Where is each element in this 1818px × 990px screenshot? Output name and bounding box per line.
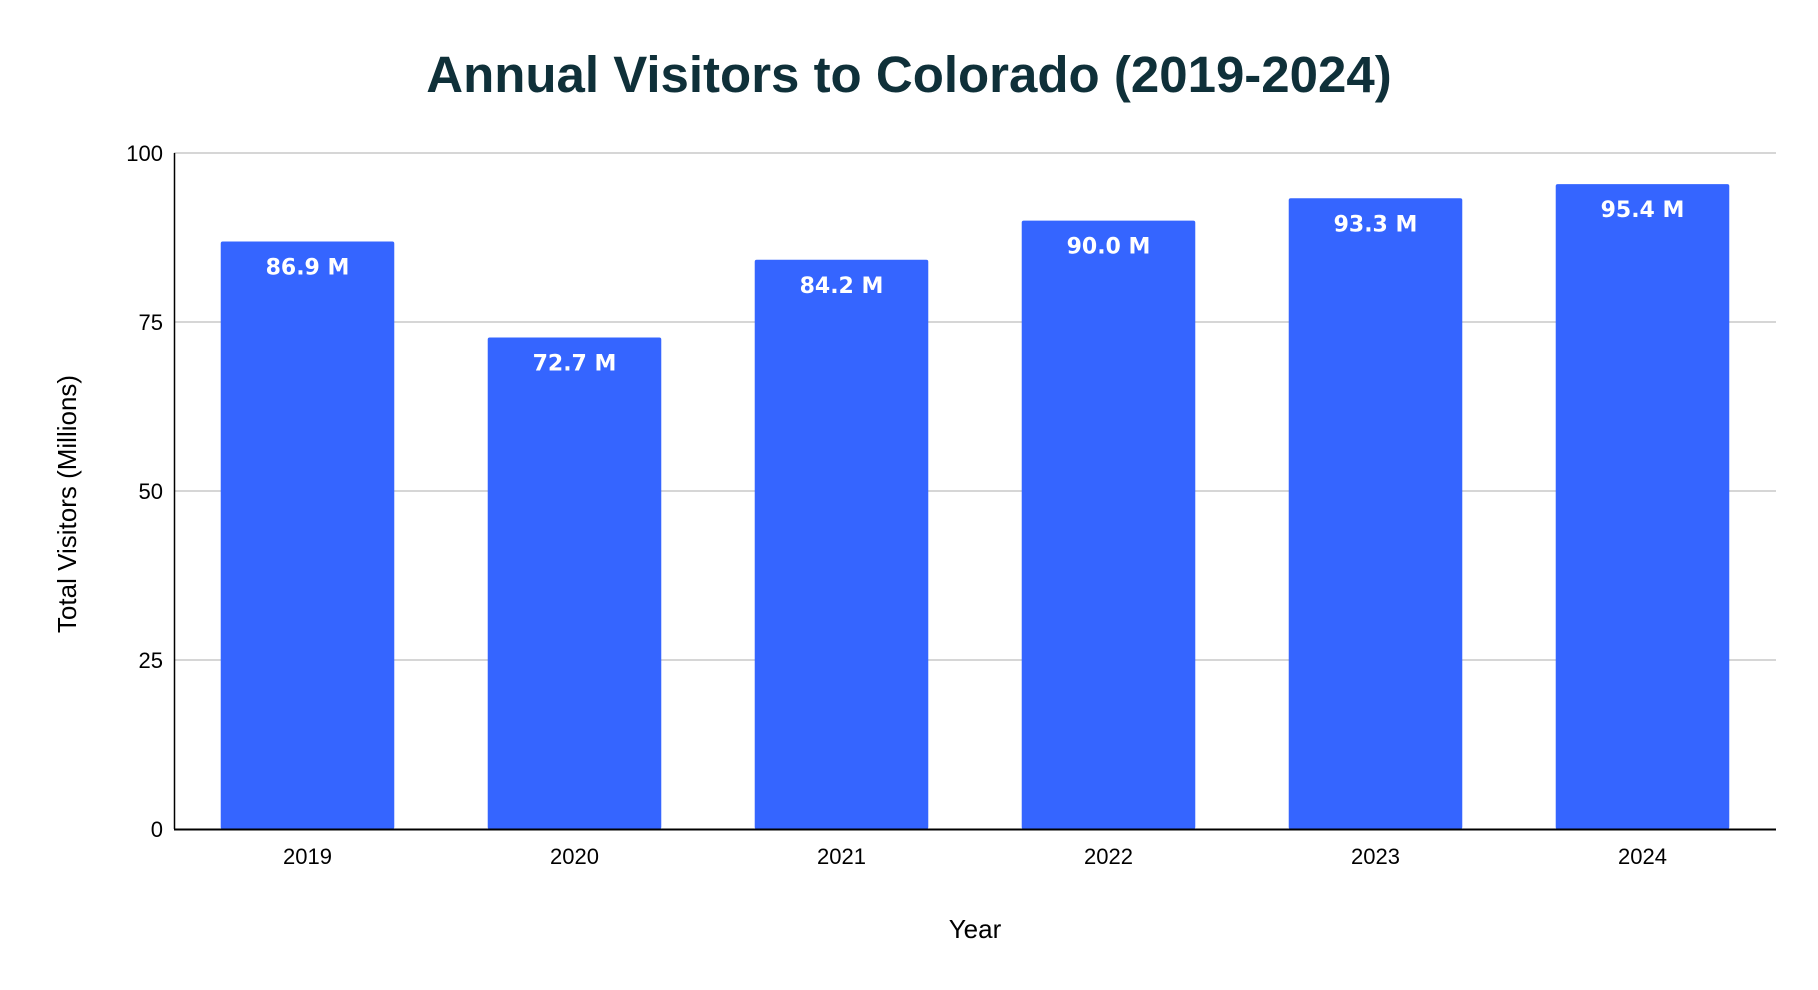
bar-2024 — [1555, 184, 1730, 829]
y-tick-label: 25 — [139, 648, 163, 673]
bar-2020 — [487, 337, 662, 829]
bar-2019 — [220, 241, 395, 829]
y-tick-label: 100 — [126, 141, 163, 166]
y-axis-title: Total Visitors (Millions) — [52, 375, 82, 633]
bar-2021 — [754, 259, 929, 830]
gridlines — [174, 152, 1776, 661]
y-tick-label: 75 — [139, 310, 163, 335]
bar-data-label: 86.9 M — [266, 256, 350, 281]
bar-data-label: 72.7 M — [533, 352, 617, 377]
x-tick-label: 2022 — [1084, 844, 1133, 869]
y-tick-label: 0 — [151, 817, 163, 842]
bar-2023 — [1288, 198, 1463, 830]
x-tick-label: 2024 — [1618, 844, 1667, 869]
bar-data-label: 84.2 M — [800, 274, 884, 299]
x-tick-label: 2019 — [283, 844, 332, 869]
bars — [220, 184, 1730, 830]
bar-data-label: 90.0 M — [1067, 235, 1151, 260]
bar-data-label: 93.3 M — [1334, 212, 1418, 237]
bar-data-labels: 86.9 M 72.7 M 84.2 M 90.0 M 93.3 M 95.4 M — [266, 198, 1685, 376]
x-axis-title: Year — [949, 914, 1002, 944]
bar-2022 — [1021, 220, 1196, 830]
x-tick-label: 2021 — [817, 844, 866, 869]
x-tick-label: 2020 — [550, 844, 599, 869]
x-axis-ticks: 2019 2020 2021 2022 2023 2024 — [283, 844, 1667, 869]
y-tick-label: 50 — [139, 479, 163, 504]
bar-data-label: 95.4 M — [1601, 198, 1685, 223]
chart-title: Annual Visitors to Colorado (2019-2024) — [426, 46, 1391, 103]
x-tick-label: 2023 — [1351, 844, 1400, 869]
y-axis-ticks: 0 25 50 75 100 — [126, 141, 163, 842]
